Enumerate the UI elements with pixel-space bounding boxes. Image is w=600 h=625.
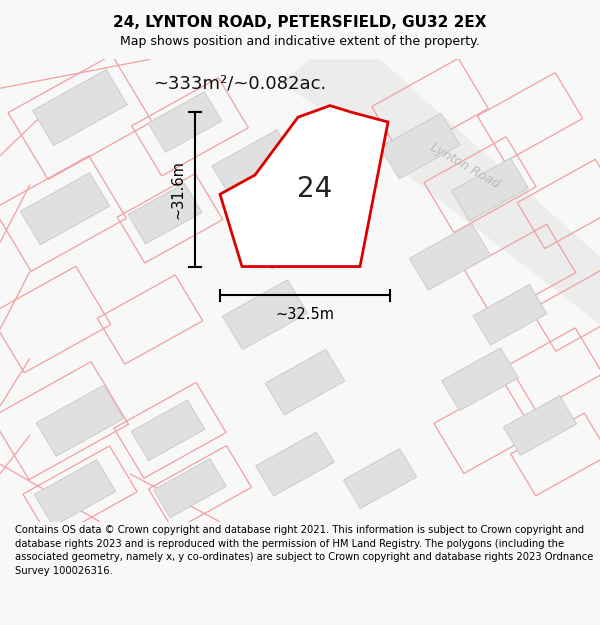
- Polygon shape: [128, 183, 202, 244]
- Polygon shape: [256, 432, 334, 496]
- Polygon shape: [280, 59, 600, 324]
- Text: 24, LYNTON ROAD, PETERSFIELD, GU32 2EX: 24, LYNTON ROAD, PETERSFIELD, GU32 2EX: [113, 15, 487, 30]
- Polygon shape: [20, 173, 110, 244]
- Text: ~31.6m: ~31.6m: [170, 160, 185, 219]
- Polygon shape: [34, 460, 116, 526]
- Polygon shape: [36, 385, 124, 456]
- Polygon shape: [148, 92, 222, 152]
- Text: Map shows position and indicative extent of the property.: Map shows position and indicative extent…: [120, 34, 480, 48]
- Polygon shape: [154, 459, 226, 518]
- Polygon shape: [32, 69, 127, 146]
- Polygon shape: [473, 284, 547, 345]
- Polygon shape: [380, 113, 460, 179]
- Polygon shape: [251, 196, 339, 269]
- Polygon shape: [212, 130, 298, 201]
- Polygon shape: [452, 158, 529, 221]
- Polygon shape: [343, 449, 416, 508]
- Text: Lynton Road: Lynton Road: [428, 140, 502, 191]
- Text: ~333m²/~0.082ac.: ~333m²/~0.082ac.: [154, 74, 326, 92]
- Polygon shape: [223, 280, 307, 349]
- Text: Contains OS data © Crown copyright and database right 2021. This information is : Contains OS data © Crown copyright and d…: [15, 525, 593, 576]
- Polygon shape: [409, 224, 491, 290]
- Text: ~32.5m: ~32.5m: [275, 307, 335, 322]
- Text: 24: 24: [298, 176, 332, 204]
- Polygon shape: [442, 348, 518, 411]
- Polygon shape: [220, 106, 388, 266]
- Polygon shape: [265, 349, 345, 415]
- Polygon shape: [131, 400, 205, 461]
- Polygon shape: [503, 396, 577, 456]
